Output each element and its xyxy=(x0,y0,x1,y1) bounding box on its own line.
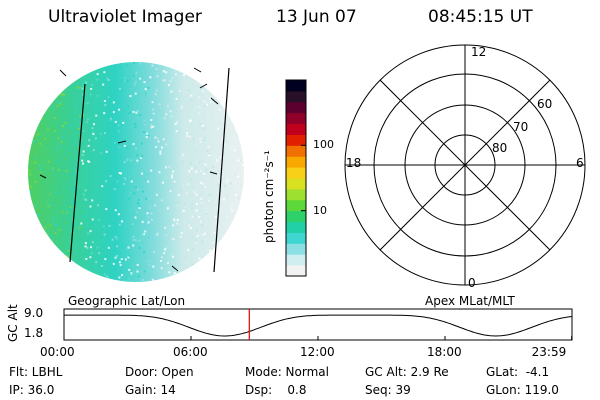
coastline-ticks xyxy=(39,67,219,272)
colorbar-swatch xyxy=(286,243,306,255)
status-field: Dsp: 0.8 xyxy=(245,383,307,397)
colorbar-swatch xyxy=(286,265,306,277)
altitude-x-tick-label: 23:59 xyxy=(531,345,567,359)
altitude-curve xyxy=(64,314,573,337)
colorbar-tick-label: 100 xyxy=(313,138,334,152)
altitude-x-tick-label: 06:00 xyxy=(173,345,208,359)
geographic-label: Geographic Lat/Lon xyxy=(68,294,186,308)
colorbar-tick-label: 10 xyxy=(313,203,327,217)
mlt-label-6: 6 xyxy=(576,156,584,170)
colorbar-swatch xyxy=(286,123,306,135)
apex-label: Apex MLat/MLT xyxy=(425,294,515,308)
terminator-lines xyxy=(69,67,230,273)
status-field: GLat: -4.1 xyxy=(486,365,550,379)
colorbar-swatch xyxy=(286,156,306,168)
colorbar-swatch xyxy=(286,167,306,179)
altitude-axis-label: GC Alt xyxy=(6,304,20,342)
mlat-label-60: 60 xyxy=(537,97,553,111)
status-field: Seq: 39 xyxy=(365,383,411,397)
altitude-x-tick-label: 18:00 xyxy=(427,345,462,359)
altitude-x-tick-label: 00:00 xyxy=(40,345,75,359)
altitude-y-tick-max: 9.0 xyxy=(24,306,44,320)
polar-diagonal-2 xyxy=(379,79,551,251)
instrument-title: Ultraviolet Imager xyxy=(48,7,202,27)
altitude-chart-frame xyxy=(63,308,573,341)
colorbar-swatch xyxy=(286,232,306,244)
colorbar-swatch xyxy=(286,178,306,190)
colorbar-ticks xyxy=(301,144,306,212)
mlat-label-70: 70 xyxy=(513,120,529,134)
altitude-y-tick-min: 1.8 xyxy=(24,326,44,340)
status-field: Mode: Normal xyxy=(245,365,329,379)
colorbar-swatch xyxy=(286,145,306,157)
status-field: Gain: 14 xyxy=(125,383,176,397)
status-field: GLon: 119.0 xyxy=(486,383,559,397)
colorbar-swatch xyxy=(286,221,306,233)
status-field: GC Alt: 2.9 Re xyxy=(365,365,449,379)
colorbar-scale xyxy=(286,80,306,277)
mlt-label-12: 12 xyxy=(471,45,487,59)
mlt-label-18: 18 xyxy=(346,156,362,170)
status-field: Flt: LBHL xyxy=(9,365,63,379)
colorbar-swatch xyxy=(286,134,306,146)
observation-time: 08:45:15 UT xyxy=(428,7,533,27)
altitude-x-tick-label: 12:00 xyxy=(300,345,335,359)
colorbar-swatch xyxy=(286,210,306,223)
colorbar-swatch xyxy=(286,254,306,266)
status-field: Door: Open xyxy=(125,365,194,379)
colorbar-swatch xyxy=(286,199,306,212)
colorbar-swatch xyxy=(286,80,306,92)
colorbar-swatch xyxy=(286,101,306,114)
observation-date: 13 Jun 07 xyxy=(276,7,357,27)
status-field: IP: 36.0 xyxy=(9,383,55,397)
colorbar-swatch xyxy=(286,188,306,201)
colorbar-swatch xyxy=(286,90,306,103)
mlat-label-80: 80 xyxy=(492,141,508,155)
mlt-label-0: 0 xyxy=(468,276,476,290)
colorbar-swatch xyxy=(286,112,306,125)
